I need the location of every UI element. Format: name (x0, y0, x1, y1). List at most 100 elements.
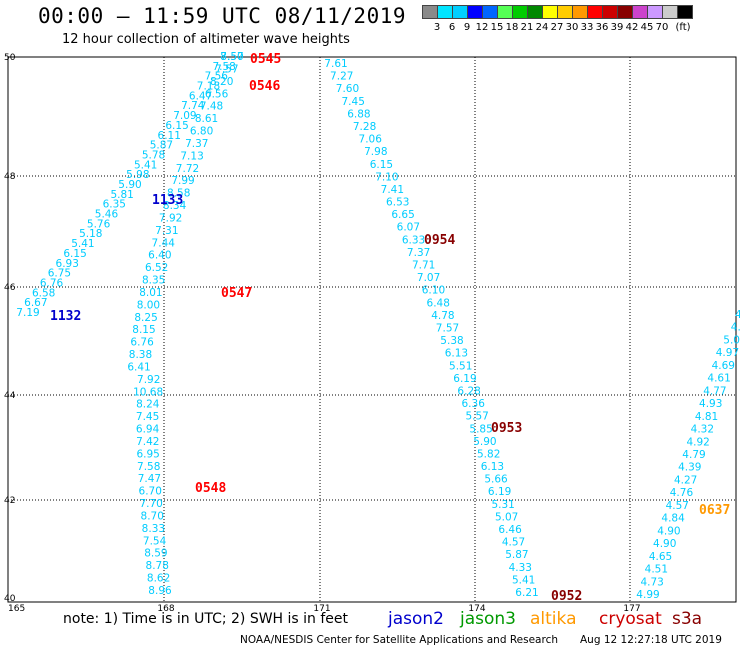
pass-time-label: 0953 (491, 421, 522, 436)
legend-label: 9 (463, 22, 471, 33)
wave-height-label: 6.19 (453, 373, 476, 385)
wave-height-label: 4.78 (431, 310, 454, 322)
wave-height-label: 5.41 (71, 238, 94, 250)
wave-height-label: 4.92 (686, 436, 709, 448)
x-tick-label: 171 (313, 604, 330, 614)
legend-label: 21 (520, 22, 534, 33)
wave-height-label: 4.76 (670, 487, 694, 499)
wave-height-label: 6.11 (158, 130, 181, 142)
legend-label: 3 (433, 22, 441, 33)
wave-height-label: 6.15 (165, 120, 188, 132)
wave-height-label: 7.74 (181, 100, 205, 112)
pass-time-label: 1132 (50, 309, 81, 324)
wave-height-label: 6.56 (205, 88, 229, 100)
wave-height-label: 8.61 (195, 113, 218, 125)
pass-time-label: 0547 (221, 286, 252, 301)
legend-label: 36 (595, 22, 609, 33)
wave-height-label: 6.15 (370, 159, 393, 171)
legend-label: 33 (580, 22, 594, 33)
wave-height-label: 5.87 (150, 140, 173, 152)
legend-label: 70 (655, 22, 669, 33)
x-tick-label: 177 (623, 604, 640, 614)
wave-height-label: 6.93 (56, 258, 79, 270)
wave-height-label: 4.27 (674, 474, 697, 486)
wave-height-label: 8.78 (146, 560, 169, 572)
color-legend: 3 6 9 12 15 18 21 24 27 30 33 36 39 42 45 70 (ft) (422, 5, 693, 36)
legend-swatches (422, 5, 693, 19)
wave-height-label: 6.13 (445, 348, 468, 360)
wave-height-label: 7.13 (180, 150, 203, 162)
wave-height-label: 7.58 (137, 461, 160, 473)
wave-height-label: 7.37 (185, 138, 208, 150)
legend-label: 24 (535, 22, 549, 33)
wave-height-label: 6.48 (427, 297, 450, 309)
wave-height-label: 6.58 (32, 287, 55, 299)
legend-label: 15 (490, 22, 504, 33)
legend-label: 42 (625, 22, 639, 33)
wave-height-label: 6.13 (481, 461, 504, 473)
wave-height-label: 4.51 (645, 564, 668, 576)
wave-height-label: 7.57 (436, 323, 459, 335)
wave-height-label: 6.47 (189, 90, 212, 102)
legend-labels: 3 6 9 12 15 18 21 24 27 30 33 36 39 42 45 70 (ft) (422, 22, 692, 36)
wave-height-label: 4.90 (657, 525, 680, 537)
wave-height-label: 4.57 (666, 500, 689, 512)
wave-height-label: 7.56 (205, 71, 229, 83)
legend-label: 39 (610, 22, 624, 33)
wave-height-label: 8.35 (142, 275, 165, 287)
legend-label: 45 (640, 22, 654, 33)
wave-height-label: 6.15 (63, 248, 86, 260)
wave-height-label: 7.71 (412, 260, 435, 272)
wave-height-label: 8.00 (137, 299, 160, 311)
legend-label: 18 (505, 22, 519, 33)
wave-height-label: 7.57 (215, 63, 238, 75)
wave-height-label: 4.32 (691, 424, 714, 436)
wave-height-label: 7.72 (176, 163, 199, 175)
wave-height-label: 4.61 (707, 373, 730, 385)
wave-height-label: 5.76 (87, 218, 111, 230)
wave-height-label: 8.96 (148, 585, 172, 597)
wave-height-label: 5.82 (477, 448, 500, 460)
wave-height-label: 7.58 (212, 61, 235, 73)
wave-height-label: 7.19 (16, 307, 39, 319)
wave-height-label: 5.0 (723, 334, 740, 346)
wave-height-label: 8.15 (132, 324, 155, 336)
wave-height-label: 5.90 (118, 179, 141, 191)
wave-height-label: 6.10 (422, 285, 445, 297)
wave-height-label: 7.10 (375, 171, 398, 183)
wave-height-label: 5.66 (484, 474, 508, 486)
wave-height-label: 7.06 (359, 134, 383, 146)
wave-height-label: 6.07 (397, 222, 420, 234)
wave-height-label: 7.92 (137, 374, 160, 386)
wave-height-label: 7.28 (353, 121, 376, 133)
pass-time-label: 0546 (249, 79, 280, 94)
wave-height-label: 6.65 (391, 209, 414, 221)
wave-height-label: 6.75 (48, 268, 71, 280)
wave-height-label: 7.27 (330, 71, 353, 83)
wave-height-label: 6.21 (515, 587, 538, 599)
pass-time-label: 1133 (152, 193, 183, 208)
map-frame (7, 56, 737, 603)
wave-height-label: 5.78 (142, 149, 165, 161)
wave-height-label: 5.85 (469, 423, 492, 435)
legend-label: 6 (448, 22, 456, 33)
wave-height-label: 8.58 (167, 188, 190, 200)
wave-height-label: 7.60 (336, 83, 359, 95)
wave-height-label: 4.39 (678, 462, 701, 474)
wave-height-label: 4.73 (640, 576, 663, 588)
wave-height-label: 6.28 (457, 385, 480, 397)
wave-height-label: 7.18 (197, 81, 220, 93)
wave-height-label: 5.31 (491, 499, 514, 511)
wave-height-label: 4.33 (509, 562, 532, 574)
x-tick-label: 165 (8, 604, 25, 614)
credit-line: NOAA/NESDIS Center for Satellite Applica… (240, 634, 558, 646)
wave-height-label: 6.70 (139, 486, 162, 498)
wave-height-label: 7.54 (143, 535, 167, 547)
legend-label: 30 (565, 22, 579, 33)
y-tick-label: 46 (4, 283, 16, 293)
wave-height-label: 6.19 (488, 486, 511, 498)
wave-height-label: 6.88 (347, 108, 370, 120)
pass-time-label: 0952 (551, 589, 582, 604)
y-tick-label: 42 (4, 496, 15, 506)
pass-time-label: 0548 (195, 481, 226, 496)
